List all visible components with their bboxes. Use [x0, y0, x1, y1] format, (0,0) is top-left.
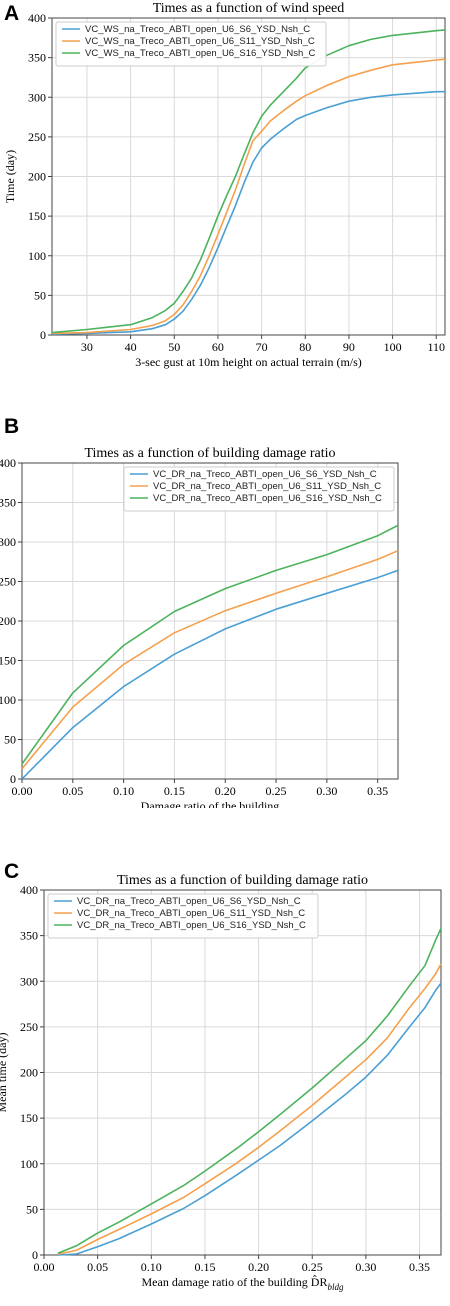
- x-tick-label: 0.05: [87, 1260, 108, 1274]
- series-line-3: [51, 29, 446, 334]
- series-line-2: [57, 963, 442, 1255]
- y-tick-label: 200: [0, 614, 16, 628]
- y-tick-label: 250: [0, 575, 16, 589]
- x-tick-label: 90: [343, 340, 355, 354]
- y-tick-label: 0: [32, 1248, 38, 1262]
- y-tick-label: 300: [20, 974, 38, 988]
- chart-title: Times as a function of building damage r…: [117, 873, 368, 888]
- x-tick-label: 100: [384, 340, 402, 354]
- legend-label-1: VC_DR_na_Treco_ABTI_open_U6_S6_YSD_Nsh_C: [153, 469, 377, 480]
- plot-frame: [43, 889, 442, 1256]
- chart-title: Times as a function of building damage r…: [84, 446, 335, 461]
- y-tick-label: 250: [20, 1020, 38, 1034]
- series-line-1: [51, 90, 445, 335]
- series-line-3: [57, 927, 442, 1254]
- legend-box: [123, 466, 395, 512]
- panel-letter-c: C: [4, 860, 20, 883]
- y-tick-label: 350: [20, 929, 38, 943]
- x-tick-label: 30: [81, 340, 93, 354]
- legend-label-3: VC_WS_na_Treco_ABTI_open_U6_S16_YSD_Nsh_…: [85, 48, 316, 59]
- y-axis-label: Time (day): [3, 150, 17, 203]
- x-axis-label-subscript: bldg: [327, 1282, 344, 1292]
- x-tick-label: 0.05: [62, 784, 83, 798]
- x-tick-label: 0.35: [409, 1260, 430, 1274]
- y-tick-label: 350: [0, 496, 16, 510]
- x-tick-label: 0.25: [302, 1260, 323, 1274]
- legend-label-1: VC_WS_na_Treco_ABTI_open_U6_S6_YSD_Nsh_C: [85, 24, 310, 35]
- y-tick-label: 150: [20, 1111, 38, 1125]
- x-tick-label: 80: [299, 340, 311, 354]
- x-tick-label: 70: [256, 340, 268, 354]
- x-tick-label: 0.20: [248, 1260, 269, 1274]
- x-tick-label: 0.15: [194, 1260, 215, 1274]
- legend-label-2: VC_DR_na_Treco_ABTI_open_U6_S11_YSD_Nsh_…: [77, 908, 305, 919]
- y-tick-label: 400: [0, 456, 16, 470]
- chart-c: 0.00 0.05 0.10 0.15 0.20 0.25 0.30 0.35 0 50 100 15…: [0, 873, 442, 1292]
- legend-label-2: VC_DR_na_Treco_ABTI_open_U6_S11_YSD_Nsh_…: [153, 481, 381, 492]
- y-tick-label: 100: [0, 693, 16, 707]
- y-tick-label: 100: [28, 249, 46, 263]
- chart-title: Times as a function of wind speed: [153, 1, 345, 16]
- panel-b: 0.00 0.05 0.10 0.15 0.20 0.25 0.30 0.35 0 50 100 15…: [0, 413, 450, 808]
- legend-label-3: VC_DR_na_Treco_ABTI_open_U6_S16_YSD_Nsh_…: [153, 493, 382, 504]
- y-tick-label: 400: [28, 11, 46, 25]
- y-tick-label: 300: [0, 535, 16, 549]
- panel-c: 0.00 0.05 0.10 0.15 0.20 0.25 0.30 0.35 0 50 100 15…: [0, 858, 450, 1306]
- legend-label-3: VC_DR_na_Treco_ABTI_open_U6_S16_YSD_Nsh_…: [77, 920, 306, 931]
- y-tick-label: 50: [34, 288, 46, 302]
- y-tick-label: 300: [28, 90, 46, 104]
- series-line-2: [51, 58, 446, 335]
- x-tick-label: 50: [168, 340, 180, 354]
- x-axis-label: Mean damage ratio of the building D̂Rbld…: [142, 1275, 344, 1292]
- y-tick-label: 0: [40, 328, 46, 342]
- x-axis-label: Damage ratio of the building: [141, 799, 280, 808]
- x-tick-label: 40: [125, 340, 137, 354]
- y-tick-label: 400: [20, 883, 38, 897]
- x-axis-label-text: Damage ratio of the building: [141, 799, 280, 808]
- x-tick-label: 110: [427, 340, 445, 354]
- y-axis-label: Mean time (day): [0, 1033, 9, 1113]
- series-line-2: [21, 549, 399, 770]
- x-tick-label: 0.25: [266, 784, 287, 798]
- y-tick-label: 200: [28, 170, 46, 184]
- panel-a: 30 40 50 60 70 80 90 100 110 0 50 100 150 200 250 300 35…: [0, 0, 450, 380]
- y-tick-label: 0: [10, 772, 16, 786]
- legend-box: [55, 21, 327, 67]
- series-line-3: [21, 524, 399, 765]
- chart-b: 0.00 0.05 0.10 0.15 0.20 0.25 0.30 0.35 0 50 100 15…: [0, 446, 399, 808]
- series-line-1: [21, 569, 399, 780]
- panel-letter-b: B: [4, 415, 20, 438]
- panel-letter-a: A: [4, 2, 20, 25]
- x-tick-label: 0.10: [113, 784, 134, 798]
- y-tick-label: 50: [26, 1202, 38, 1216]
- chart-a: 30 40 50 60 70 80 90 100 110 0 50 100 150 200 250 300 35…: [3, 1, 446, 369]
- x-tick-label: 0.30: [355, 1260, 376, 1274]
- y-tick-label: 250: [28, 130, 46, 144]
- x-tick-label: 0.00: [34, 1260, 55, 1274]
- legend-label-1: VC_DR_na_Treco_ABTI_open_U6_S6_YSD_Nsh_C: [77, 896, 301, 907]
- y-tick-label: 100: [20, 1157, 38, 1171]
- x-tick-label: 0.20: [215, 784, 236, 798]
- legend-label-2: VC_WS_na_Treco_ABTI_open_U6_S11_YSD_Nsh_…: [85, 36, 315, 47]
- legend-box: [47, 893, 319, 939]
- series-line-1: [57, 982, 442, 1256]
- x-tick-label: 0.35: [367, 784, 388, 798]
- x-axis-label-text: Mean damage ratio of the building D̂R: [142, 1275, 328, 1289]
- y-tick-label: 200: [20, 1066, 38, 1080]
- x-tick-label: 0.10: [141, 1260, 162, 1274]
- x-axis-label-text: 3-sec gust at 10m height on actual terra…: [135, 355, 362, 369]
- x-tick-label: 0.15: [164, 784, 185, 798]
- y-tick-label: 50: [4, 733, 16, 747]
- plot-frame: [51, 17, 446, 336]
- y-tick-label: 150: [0, 654, 16, 668]
- x-tick-label: 60: [212, 340, 224, 354]
- y-tick-label: 350: [28, 51, 46, 65]
- x-tick-label: 0.30: [316, 784, 337, 798]
- x-axis-label: 3-sec gust at 10m height on actual terra…: [135, 355, 362, 369]
- y-tick-label: 150: [28, 209, 46, 223]
- plot-frame: [21, 462, 399, 780]
- x-tick-label: 0.00: [12, 784, 33, 798]
